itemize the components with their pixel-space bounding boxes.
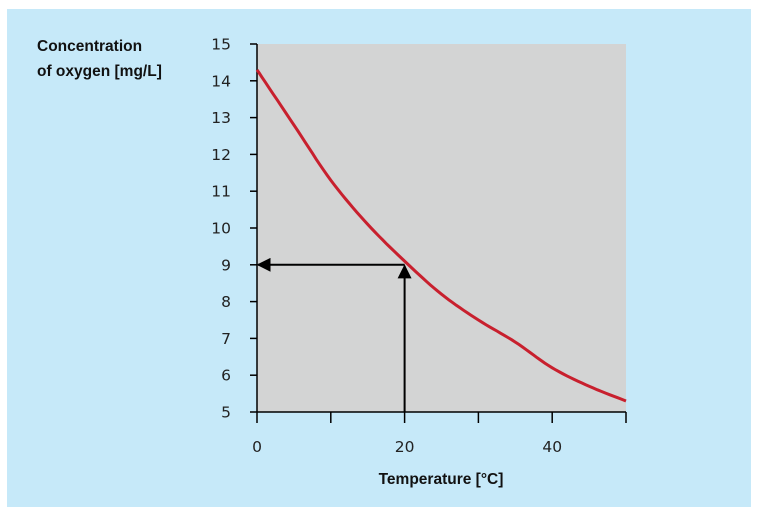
x-axis: 0 20 40 [252, 411, 627, 456]
y-tick-label: 10 [211, 220, 231, 238]
x-tick-label: 0 [252, 438, 262, 456]
oxygen-concentration-curve [255, 68, 627, 403]
y-tick-label: 14 [211, 72, 231, 90]
y-axis: 5 6 7 8 9 10 11 12 13 14 15 [211, 36, 258, 422]
y-tick-label: 12 [211, 146, 231, 164]
y-axis-label-line-1: Concentration [37, 38, 142, 55]
y-tick-label: 5 [221, 404, 231, 422]
y-tick-label: 11 [211, 183, 231, 201]
x-axis-label: Temperature [°C] [379, 471, 504, 488]
y-axis-label-line-2: of oxygen [mg/L] [37, 63, 162, 80]
y-tick-label: 9 [221, 256, 231, 274]
y-tick-label: 13 [211, 109, 231, 127]
y-tick-label: 6 [221, 367, 231, 385]
y-tick-label: 7 [221, 330, 231, 348]
y-tick-label: 8 [221, 293, 231, 311]
x-tick-label: 20 [395, 438, 415, 456]
plot-area [257, 44, 626, 412]
x-tick-label: 40 [542, 438, 562, 456]
y-tick-label: 15 [211, 36, 231, 54]
